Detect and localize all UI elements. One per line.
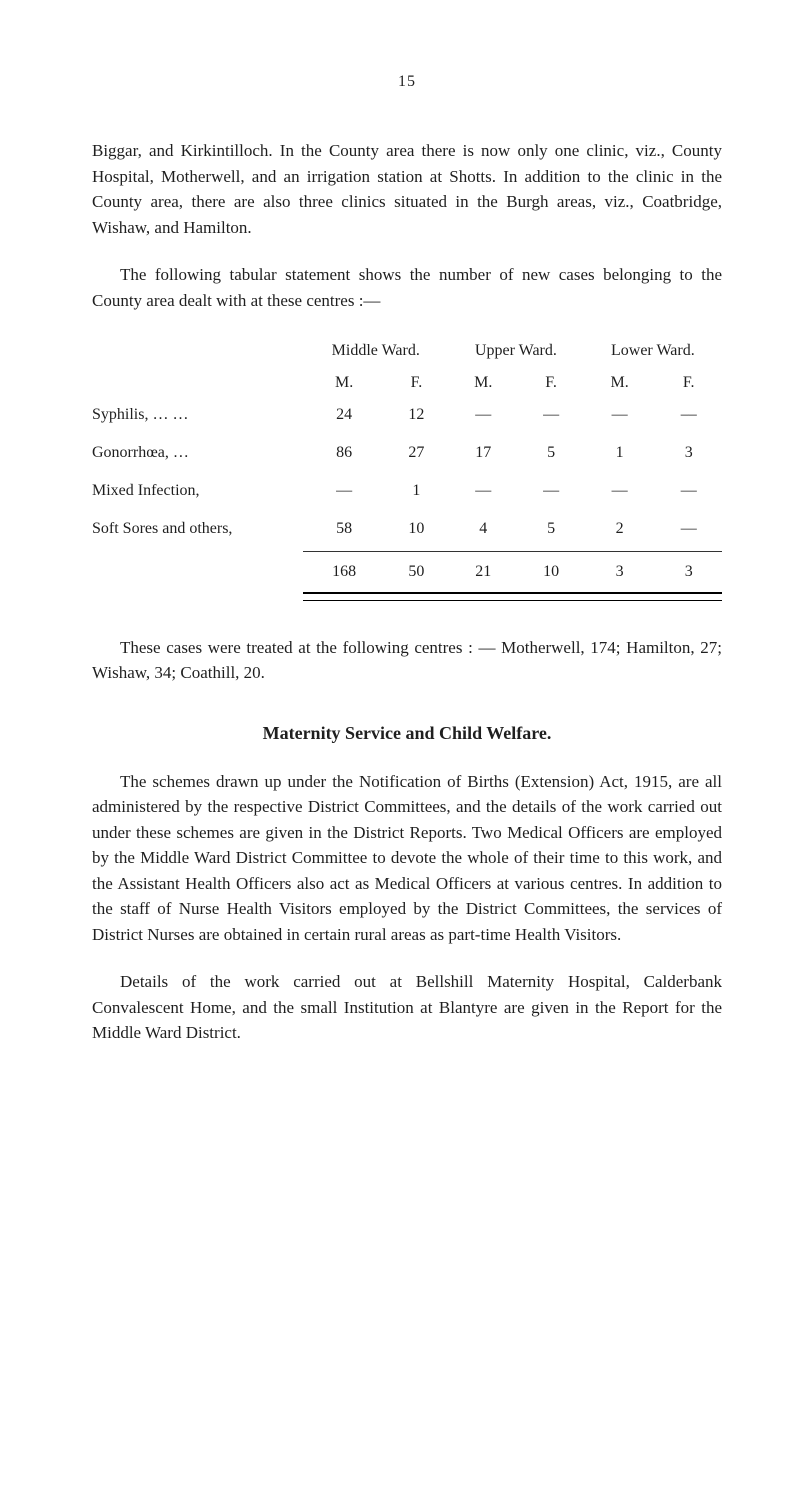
cell: –– (655, 399, 722, 431)
cell: 4 (448, 513, 518, 545)
table-row: Soft Sores and others, 58 10 4 5 2 — (92, 513, 722, 545)
cases-table: Middle Ward. Upper Ward. Lower Ward. M. … (92, 335, 722, 609)
col-sub: F. (518, 367, 583, 399)
total-cell: 21 (448, 552, 518, 594)
cell: — (655, 513, 722, 545)
row-label: Mixed Infection, (92, 475, 303, 507)
cell: — (448, 399, 518, 431)
col-sub: M. (303, 367, 384, 399)
table-row: Syphilis, … … 24 12 — — — –– (92, 399, 722, 431)
total-cell: 3 (584, 552, 656, 594)
col-sub: F. (655, 367, 722, 399)
section-heading: Maternity Service and Child Welfare. (92, 720, 722, 747)
col-group-upper: Upper Ward. (448, 335, 584, 367)
table-row: Gonorrhœa, … 86 27 17 5 1 3 (92, 437, 722, 469)
col-group-lower: Lower Ward. (584, 335, 722, 367)
table-header-sub: M. F. M. F. M. F. (92, 367, 722, 399)
paragraph-3: These cases were treated at the followin… (92, 635, 722, 686)
page-number: 15 (92, 70, 722, 94)
paragraph-5: Details of the work carried out at Bells… (92, 969, 722, 1046)
cell: 1 (385, 475, 448, 507)
col-group-middle: Middle Ward. (303, 335, 448, 367)
row-label: Syphilis, … … (92, 399, 303, 431)
total-cell: 3 (655, 552, 722, 594)
cell: 5 (518, 513, 583, 545)
row-label: Gonorrhœa, … (92, 437, 303, 469)
paragraph-4: The schemes drawn up under the Notificat… (92, 769, 722, 948)
table-totals: 168 50 21 10 3 3 (92, 552, 722, 594)
cell: 5 (518, 437, 583, 469)
cell: 86 (303, 437, 384, 469)
cell: 17 (448, 437, 518, 469)
col-sub: M. (448, 367, 518, 399)
cell: 10 (385, 513, 448, 545)
cell: 27 (385, 437, 448, 469)
col-sub: M. (584, 367, 656, 399)
cell: — (518, 399, 583, 431)
row-label: Soft Sores and others, (92, 513, 303, 545)
paragraph-2: The following tabular statement shows th… (92, 262, 722, 313)
cell: 3 (655, 437, 722, 469)
cell: — (448, 475, 518, 507)
paragraph-1: Biggar, and Kirkintilloch. In the County… (92, 138, 722, 240)
cell: 12 (385, 399, 448, 431)
cell: — (655, 475, 722, 507)
total-cell: 50 (385, 552, 448, 594)
cell: 1 (584, 437, 656, 469)
cell: — (584, 399, 656, 431)
cell: — (518, 475, 583, 507)
cell: — (584, 475, 656, 507)
cell: 58 (303, 513, 384, 545)
cell: 24 (303, 399, 384, 431)
total-cell: 10 (518, 552, 583, 594)
total-cell: 168 (303, 552, 384, 594)
col-sub: F. (385, 367, 448, 399)
table-row: Mixed Infection, — 1 — — — — (92, 475, 722, 507)
cell: — (303, 475, 384, 507)
cell: 2 (584, 513, 656, 545)
table-header-groups: Middle Ward. Upper Ward. Lower Ward. (92, 335, 722, 367)
